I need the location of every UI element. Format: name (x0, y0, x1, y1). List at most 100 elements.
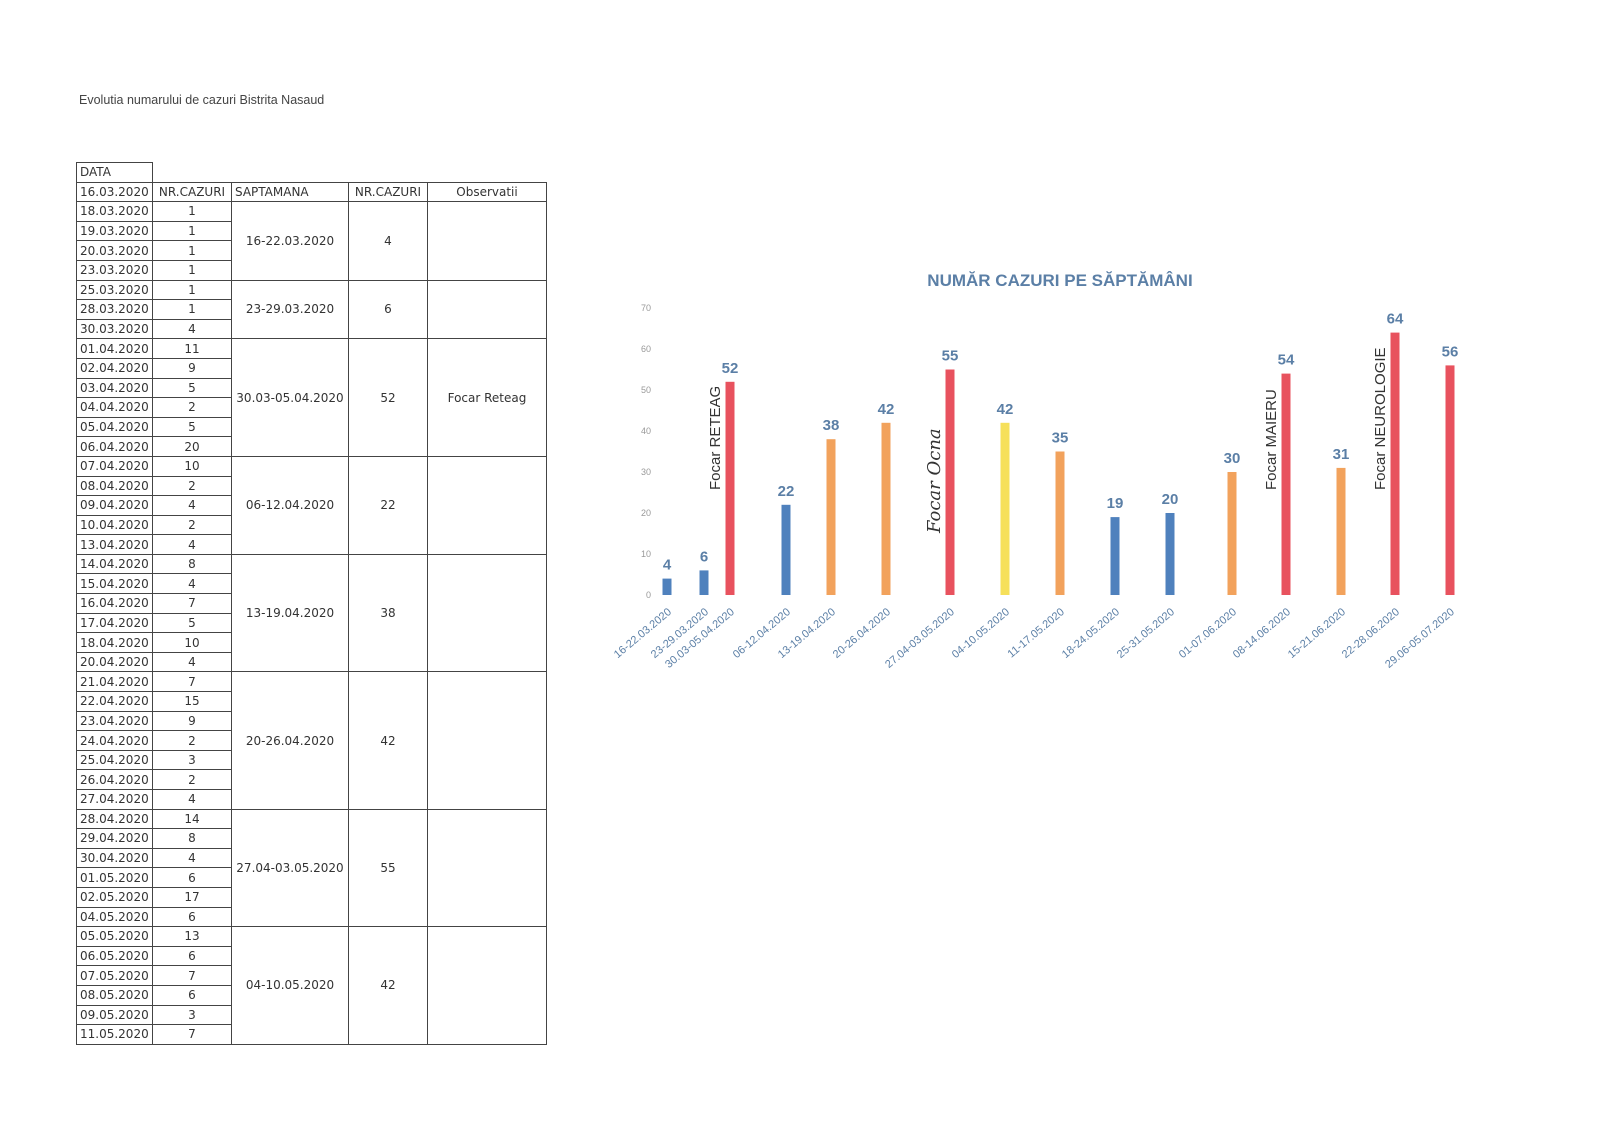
date-cell: 18.04.2020 (76, 632, 153, 653)
table-row: 02.05.2020 17 (76, 886, 547, 908)
date-cell: 17.04.2020 (76, 612, 153, 634)
daily-count-cell: 1 (152, 240, 232, 261)
date-cell: 20.03.2020 (76, 240, 153, 261)
daily-count-cell: 20 (152, 436, 232, 457)
date-cell: 27.04.2020 (76, 789, 153, 810)
table-row: 20.04.2020 4 (76, 651, 547, 673)
table-header-row: DATA (76, 162, 547, 183)
table-row: 07.04.2020 10 06-12.04.2020 22 (76, 455, 547, 555)
bar-value-label: 38 (823, 417, 840, 434)
week-cell: 23-29.03.2020 (231, 279, 349, 340)
date-cell: 23.03.2020 (76, 259, 153, 281)
daily-count-cell: 4 (152, 495, 232, 516)
table-row: 08.05.2020 6 (76, 984, 547, 1006)
notes-cell (427, 279, 547, 340)
week-count-cell: 55 (348, 808, 428, 928)
daily-count-cell: 4 (152, 534, 232, 555)
date-cell: 06.04.2020 (76, 436, 153, 457)
date-cell: 19.03.2020 (76, 220, 153, 242)
week-cell: 20-26.04.2020 (231, 671, 349, 810)
notes-cell (427, 201, 547, 281)
header-notes: Observatii (427, 181, 547, 203)
date-cell: 09.05.2020 (76, 1004, 153, 1026)
date-cell: 01.04.2020 (76, 338, 153, 359)
date-cell: 03.04.2020 (76, 377, 153, 399)
daily-count-cell: 7 (152, 965, 232, 986)
bar-annotation: Focar RETEAG (707, 386, 724, 490)
notes-cell (427, 926, 547, 1045)
date-cell: 25.03.2020 (76, 279, 153, 301)
daily-count-cell: 3 (152, 1004, 232, 1026)
header-date: DATA (76, 162, 153, 183)
cases-table: DATA 16.03.2020 NR.CAZURI SAPTAMANA NR.CAZUR… (76, 162, 547, 1045)
bar-annotation: Focar NEUROLOGIE (1372, 347, 1389, 490)
table-row: 06.04.2020 20 (76, 436, 547, 457)
daily-count-cell: 4 (152, 789, 232, 810)
bar-value-label: 35 (1052, 430, 1069, 447)
bar (725, 381, 735, 595)
notes-cell: Focar Reteag (427, 338, 547, 457)
table-row: 11.05.2020 7 (76, 1024, 547, 1045)
date-cell: 08.05.2020 (76, 984, 153, 1006)
table-row: 14.04.2020 8 13-19.04.2020 38 (76, 553, 547, 673)
date-cell: 28.03.2020 (76, 299, 153, 320)
x-tick-label: 11-17.05.2020 (1005, 606, 1066, 660)
table-row: 28.03.2020 1 (76, 299, 547, 320)
bar-value-label: 30 (1224, 450, 1241, 467)
daily-count-cell: 9 (152, 710, 232, 732)
y-tick-label: 30 (641, 467, 651, 477)
daily-count-cell: 6 (152, 867, 232, 888)
date-cell: 10.04.2020 (76, 514, 153, 536)
date-cell: 04.05.2020 (76, 906, 153, 928)
y-tick-label: 40 (641, 426, 651, 436)
table-row: 18.03.2020 1 16-22.03.2020 4 (76, 201, 547, 281)
daily-count-cell: 5 (152, 377, 232, 399)
date-cell: 13.04.2020 (76, 534, 153, 555)
table-row: 26.04.2020 2 (76, 769, 547, 790)
notes-cell (427, 808, 547, 928)
x-tick-label: 01-07.06.2020 (1177, 606, 1239, 661)
bar (1445, 365, 1455, 595)
date-cell: 22.04.2020 (76, 691, 153, 712)
week-count-cell: 42 (348, 671, 428, 810)
daily-count-cell: 2 (152, 514, 232, 536)
daily-count-cell: 13 (152, 926, 232, 947)
week-cell: 04-10.05.2020 (231, 926, 349, 1045)
header-blank (153, 163, 547, 183)
bar-annotation: Focar Ocna (924, 428, 945, 534)
date-cell: 06.05.2020 (76, 945, 153, 967)
daily-count-cell: 2 (152, 397, 232, 418)
table-row: 28.04.2020 14 27.04-03.05.2020 55 (76, 808, 547, 928)
bar-value-label: 56 (1442, 343, 1459, 360)
bar (881, 422, 891, 595)
first-date-cell: 16.03.2020 (76, 181, 153, 203)
bar-value-label: 64 (1387, 311, 1404, 328)
bar-value-label: 54 (1278, 352, 1295, 369)
table-row: 30.03.2020 4 (76, 318, 547, 340)
date-cell: 25.04.2020 (76, 749, 153, 771)
table-row: 22.04.2020 15 (76, 691, 547, 712)
date-cell: 02.04.2020 (76, 357, 153, 379)
document-title: Evolutia numarului de cazuri Bistrita Na… (79, 93, 325, 107)
header-week: SAPTAMANA (231, 181, 349, 203)
date-cell: 21.04.2020 (76, 671, 153, 693)
chart-title: NUMĂR CAZURI PE SĂPTĂMÂNI (927, 271, 1192, 290)
table-row: 15.04.2020 4 (76, 573, 547, 595)
daily-count-cell: 7 (152, 1024, 232, 1045)
week-count-cell: 6 (348, 279, 428, 340)
table-row: 06.05.2020 6 (76, 945, 547, 967)
daily-count-cell: 4 (152, 318, 232, 340)
daily-count-cell: 14 (152, 808, 232, 830)
date-cell: 24.04.2020 (76, 730, 153, 751)
table-row: 08.04.2020 2 (76, 475, 547, 497)
table-row: 30.04.2020 4 (76, 847, 547, 869)
table-row: 01.05.2020 6 (76, 867, 547, 888)
bar (662, 578, 672, 595)
bar (1165, 513, 1175, 595)
date-cell: 28.04.2020 (76, 808, 153, 830)
x-tick-label: 27.04-03.05.2020 (883, 606, 957, 671)
date-cell: 05.04.2020 (76, 416, 153, 438)
bar-value-label: 22 (778, 483, 795, 500)
date-cell: 07.05.2020 (76, 965, 153, 986)
bar (781, 504, 791, 595)
